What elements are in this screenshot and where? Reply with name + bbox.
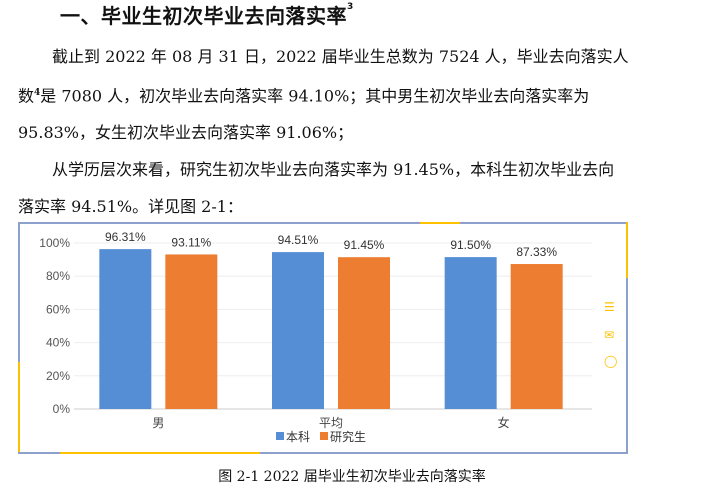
- bar-本科: [99, 249, 152, 409]
- x-tick-label: 男: [152, 416, 164, 430]
- y-tick-label: 40%: [46, 336, 70, 350]
- data-label: 96.31%: [105, 230, 146, 244]
- chart-frame: [18, 222, 628, 454]
- legend-label: 研究生: [330, 429, 366, 444]
- x-tick-label: 平均: [319, 416, 343, 430]
- footnote-marker: 3: [347, 2, 354, 12]
- x-tick-label: 女: [498, 415, 510, 430]
- text-line: 落实率 94.51%。详见图 2-1：: [18, 197, 243, 217]
- text-rest: 是 7080 人，初次毕业去向落实率 94.10%；其中男生初次毕业去向落实率为: [40, 86, 590, 106]
- bar-研究生: [338, 257, 390, 409]
- y-tick-label: 100%: [39, 236, 70, 250]
- y-tick-label: 20%: [46, 369, 70, 383]
- text-prefix: 数: [18, 86, 35, 106]
- legend-swatch: [276, 432, 284, 440]
- bar-本科: [272, 252, 324, 409]
- section-heading: 一、毕业生初次毕业去向落实率3: [60, 0, 354, 29]
- data-label: 94.51%: [278, 233, 319, 247]
- bar-研究生: [165, 254, 218, 409]
- text-line: 95.83%，女生初次毕业去向落实率 91.06%；: [18, 123, 354, 143]
- bar-本科: [444, 257, 497, 409]
- body-paragraph: 截止到 2022 年 08 月 31 日，2022 届毕业生总数为 7524 人…: [18, 38, 658, 225]
- y-tick-label: 0%: [53, 402, 71, 416]
- data-label: 91.45%: [344, 238, 385, 252]
- figure-caption: 图 2-1 2022 届毕业生初次毕业去向落实率: [218, 469, 486, 485]
- text-line: 数4是 7080 人，初次毕业去向落实率 94.10%；其中男生初次毕业去向落实…: [18, 75, 658, 114]
- legend-label: 本科: [286, 430, 310, 444]
- legend-swatch: [320, 432, 328, 440]
- data-label: 87.33%: [516, 245, 557, 259]
- heading-text: 一、毕业生初次毕业去向落实率: [60, 4, 347, 28]
- footnote-marker: 4: [34, 88, 41, 98]
- comment-icon[interactable]: ◯: [604, 354, 618, 368]
- y-tick-label: 80%: [46, 269, 70, 283]
- data-label: 93.11%: [171, 235, 211, 249]
- data-label: 91.50%: [450, 238, 491, 252]
- y-tick-label: 60%: [46, 302, 70, 316]
- text-line: 截止到 2022 年 08 月 31 日，2022 届毕业生总数为 7524 人…: [52, 47, 629, 66]
- text-line: 从学历层次来看，研究生初次毕业去向落实率为 91.45%，本科生初次毕业去向: [52, 160, 615, 180]
- menu-icon[interactable]: ☰: [604, 300, 615, 314]
- mail-icon[interactable]: ✉: [604, 328, 615, 342]
- bar-研究生: [510, 264, 563, 409]
